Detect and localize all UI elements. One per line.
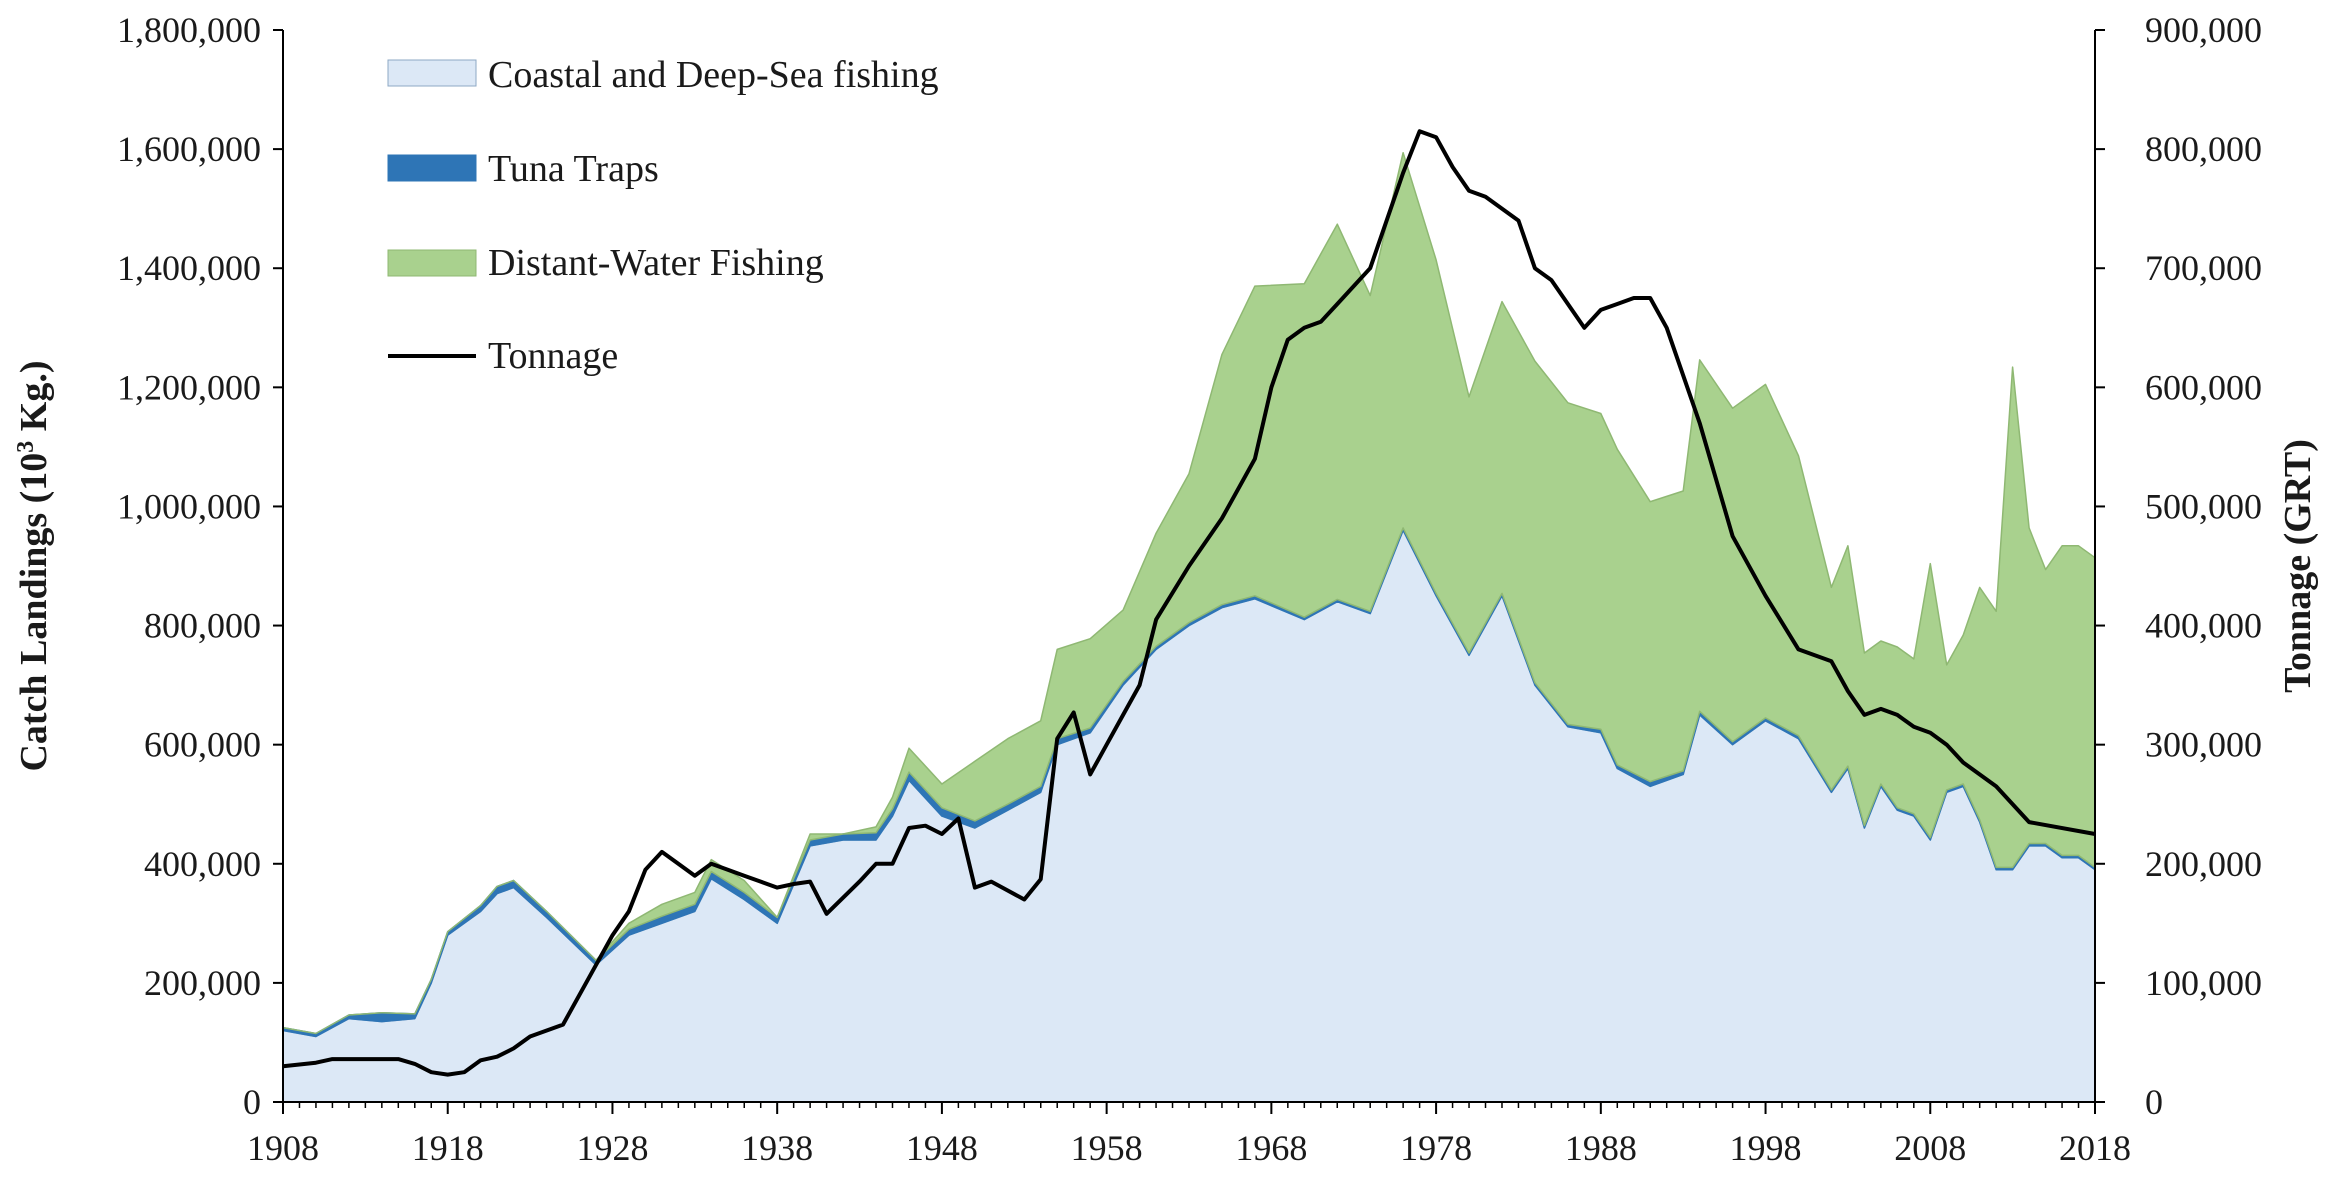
y-tick-label: 1,400,000: [117, 248, 261, 288]
legend-label-tuna: Tuna Traps: [488, 148, 659, 190]
x-tick-label: 1988: [1565, 1128, 1637, 1168]
y-axis-title-sup: 3: [13, 441, 39, 453]
y2-tick-label: 600,000: [2145, 367, 2262, 407]
x-tick-label: 2018: [2059, 1128, 2131, 1168]
y-axis-title-left: Catch Landings (103 Kg.): [13, 360, 55, 771]
y-tick-label: 1,000,000: [117, 486, 261, 526]
y2-tick-label: 200,000: [2145, 844, 2262, 884]
legend-label-distant: Distant-Water Fishing: [488, 242, 824, 284]
legend-label-coastal: Coastal and Deep-Sea fishing: [488, 54, 939, 96]
line-tonnage: [282, 129, 2096, 1077]
legend-swatch-coastal: [387, 59, 477, 87]
y-axis-title-base: Catch Landings (10: [13, 453, 55, 772]
y2-tick-label: 900,000: [2145, 10, 2262, 50]
x-tick-label: 1918: [412, 1128, 484, 1168]
y-tick-label: 800,000: [144, 606, 261, 646]
y-tick-label: 200,000: [144, 963, 261, 1003]
y2-tick-label: 700,000: [2145, 248, 2262, 288]
y2-tick-label: 500,000: [2145, 486, 2262, 526]
x-tick-label: 1978: [1400, 1128, 1472, 1168]
legend-swatch-tuna: [387, 154, 477, 182]
x-tick-label: 1998: [1730, 1128, 1802, 1168]
x-tick-label: 1958: [1071, 1128, 1143, 1168]
x-tick-label: 1928: [576, 1128, 648, 1168]
y-tick-label: 0: [243, 1082, 261, 1122]
x-tick-label: 1968: [1235, 1128, 1307, 1168]
y2-tick-label: 0: [2145, 1082, 2163, 1122]
y2-tick-label: 300,000: [2145, 725, 2262, 765]
legend-label-tonnage: Tonnage: [488, 335, 618, 377]
y-axis-title-right: Tonnage (GRT): [2277, 439, 2319, 693]
y-tick-label: 600,000: [144, 725, 261, 765]
plot-areas: [282, 151, 2096, 1103]
y2-tick-label: 800,000: [2145, 129, 2262, 169]
y-tick-label: 1,800,000: [117, 10, 261, 50]
y2-tick-label: 100,000: [2145, 963, 2262, 1003]
x-tick-label: 2008: [1894, 1128, 1966, 1168]
y-tick-label: 1,600,000: [117, 129, 261, 169]
axes: 0 200,000 400,000 600,000 800,000 1,000,000 1,…: [117, 10, 2262, 1168]
x-tick-label: 1938: [741, 1128, 813, 1168]
legend: Coastal and Deep-Sea fishing Tuna Traps …: [387, 54, 939, 377]
legend-swatch-distant: [387, 249, 477, 277]
y-axis-title-tail: Kg.): [13, 360, 55, 440]
y-tick-label: 1,200,000: [117, 367, 261, 407]
x-tick-label: 1908: [247, 1128, 319, 1168]
x-tick-label: 1948: [906, 1128, 978, 1168]
y-tick-label: 400,000: [144, 844, 261, 884]
y2-tick-label: 400,000: [2145, 606, 2262, 646]
plot-lines: [282, 129, 2096, 1077]
